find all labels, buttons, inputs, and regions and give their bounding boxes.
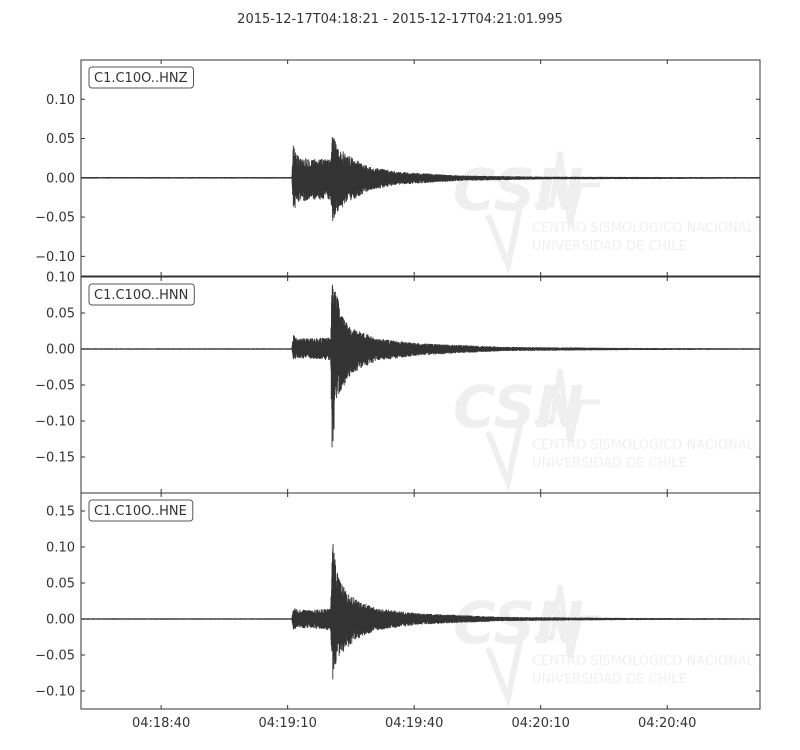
x-tick-label: 04:18:40 bbox=[132, 716, 190, 731]
y-tick-label: −0.05 bbox=[35, 649, 75, 664]
y-tick-label: 0.00 bbox=[46, 171, 75, 186]
watermark-line-1: CENTRO SISMOLOGICO NACIONAL bbox=[532, 438, 755, 453]
y-tick-label: 0.05 bbox=[46, 307, 75, 322]
station-label: C1.C10O..HNE bbox=[94, 504, 187, 519]
station-label-box bbox=[88, 66, 194, 89]
watermark-line-2: UNIVERSIDAD DE CHILE bbox=[532, 239, 687, 254]
y-tick-label: −0.05 bbox=[35, 379, 75, 394]
watermark-wave-icon bbox=[535, 368, 600, 443]
x-tick-label: 04:19:10 bbox=[258, 716, 316, 731]
watermark-line-1: CENTRO SISMOLOGICO NACIONAL bbox=[532, 221, 755, 236]
y-tick-label: 0.10 bbox=[46, 541, 75, 556]
waveform-trace bbox=[81, 137, 760, 222]
watermark-wave-icon bbox=[535, 151, 600, 226]
y-tick-label: −0.10 bbox=[35, 685, 75, 700]
y-tick-label: 0.05 bbox=[46, 577, 75, 592]
y-tick-label: −0.15 bbox=[35, 451, 75, 466]
x-tick-label: 04:20:40 bbox=[638, 716, 696, 731]
watermark-w-icon bbox=[485, 424, 523, 493]
watermark-w-icon bbox=[485, 640, 523, 709]
watermark-line-2: UNIVERSIDAD DE CHILE bbox=[532, 456, 687, 471]
station-label-box bbox=[88, 499, 194, 522]
x-tick-label: 04:20:10 bbox=[512, 716, 570, 731]
y-tick-label: −0.10 bbox=[35, 250, 75, 265]
chart-title: 2015-12-17T04:18:21 - 2015-12-17T04:21:0… bbox=[237, 12, 563, 27]
station-label-box bbox=[88, 283, 195, 306]
station-label: C1.C10O..HNZ bbox=[94, 71, 188, 86]
watermark-line-2: UNIVERSIDAD DE CHILE bbox=[532, 672, 687, 687]
y-tick-label: −0.10 bbox=[35, 415, 75, 430]
y-tick-label: 0.10 bbox=[46, 271, 75, 286]
y-tick-label: 0.05 bbox=[46, 132, 75, 147]
panel-frame bbox=[80, 59, 761, 277]
watermark-line-1: CENTRO SISMOLOGICO NACIONAL bbox=[532, 654, 755, 669]
station-label: C1.C10O..HNN bbox=[94, 288, 188, 303]
y-tick-label: 0.15 bbox=[46, 505, 75, 520]
y-tick-label: 0.00 bbox=[46, 613, 75, 628]
y-tick-label: −0.05 bbox=[35, 211, 75, 226]
panel-frame bbox=[80, 492, 761, 710]
watermark-logo: CSN bbox=[453, 589, 584, 657]
watermark-logo: CSN bbox=[453, 156, 584, 224]
y-tick-label: 0.10 bbox=[46, 93, 75, 108]
x-tick-label: 04:19:40 bbox=[385, 716, 443, 731]
waveform-trace bbox=[81, 284, 760, 448]
watermark-w-icon bbox=[485, 207, 523, 276]
y-tick-label: 0.00 bbox=[46, 343, 75, 358]
watermark-logo: CSN bbox=[453, 373, 584, 441]
